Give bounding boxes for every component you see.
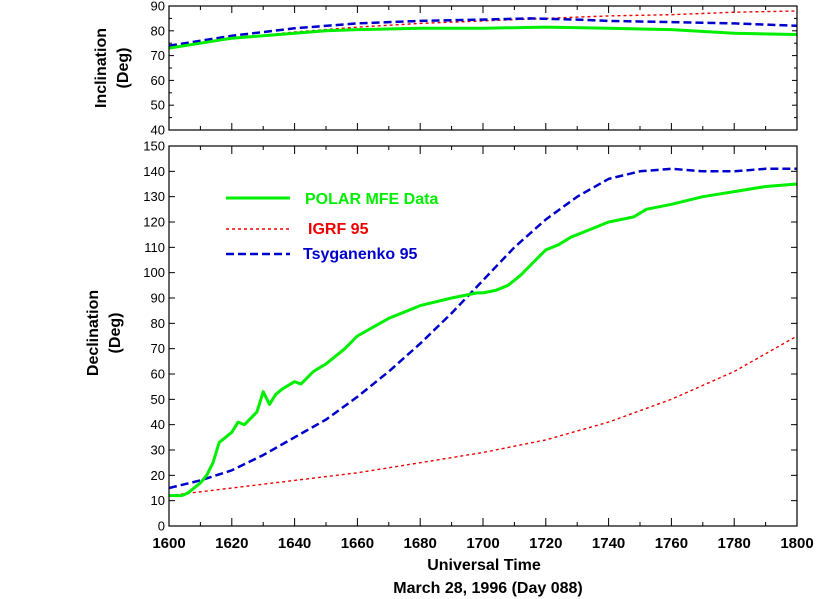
x-tick-label: 1700: [466, 535, 499, 552]
inclination-series-polar: [169, 25, 797, 50]
inclination-ylabel-line2: (Deg): [115, 48, 132, 89]
declination-ytick-label: 10: [151, 493, 165, 508]
declination-series-group: [169, 167, 797, 498]
legend: POLAR MFE Data IGRF 95 Tsyganenko 95: [226, 191, 438, 263]
declination-series-igrf: [169, 335, 797, 497]
declination-ytick-label: 80: [151, 316, 165, 331]
declination-ytick-label: 120: [143, 215, 165, 230]
declination-ytick-label: 40: [151, 417, 165, 432]
inclination-series-group: [169, 10, 797, 50]
date-label: March 28, 1996 (Day 088): [393, 580, 582, 597]
legend-label-tsyganenko: Tsyganenko 95: [303, 246, 418, 263]
declination-ylabel-line1: Declination: [85, 290, 102, 376]
declination-ytick-label: 130: [143, 189, 165, 204]
x-axis-label: Universal Time: [427, 557, 541, 574]
declination-ytick-label: 100: [143, 265, 165, 280]
declination-panel: 0 10 20 30 40 50 60 70 80 90 100 110 120 130 140 150 160…: [143, 139, 813, 553]
x-tick-label: 1680: [404, 535, 437, 552]
inclination-series-igrf: [169, 10, 797, 49]
declination-series-tsyg: [169, 167, 797, 490]
inclination-panel: 40 50 60 70 80 90: [151, 0, 798, 138]
inclination-plot-frame: [168, 5, 798, 131]
declination-ytick-label: 90: [151, 291, 165, 306]
inclination-ytick-label: 60: [151, 73, 165, 88]
inclination-ytick-label: 50: [151, 98, 165, 113]
inclination-series-tsyg: [169, 17, 797, 47]
declination-ytick-label: 30: [151, 443, 165, 458]
declination-ytick-label: 20: [151, 468, 165, 483]
x-tick-label: 1780: [718, 535, 751, 552]
x-tick-label: 1760: [655, 535, 688, 552]
legend-label-polar: POLAR MFE Data: [305, 191, 438, 208]
legend-label-igrf: IGRF 95: [308, 221, 369, 238]
x-tick-label: 1620: [215, 535, 248, 552]
inclination-ytick-label: 40: [151, 123, 165, 138]
x-tick-label: 1800: [780, 535, 813, 552]
declination-ytick-label: 50: [151, 392, 165, 407]
x-tick-label: 1640: [278, 535, 311, 552]
declination-plot-frame: [168, 145, 798, 527]
x-tick-label: 1660: [341, 535, 374, 552]
declination-series-polar: [169, 182, 797, 498]
x-tick-label: 1720: [529, 535, 562, 552]
declination-ytick-label: 60: [151, 367, 165, 382]
inclination-ylabel-line1: Inclination: [93, 28, 110, 108]
declination-ytick-label: 70: [151, 341, 165, 356]
inclination-ytick-label: 80: [151, 23, 165, 38]
x-tick-label: 1740: [592, 535, 625, 552]
x-tick-label: 1600: [152, 535, 185, 552]
declination-ytick-label: 150: [143, 139, 165, 154]
declination-ytick-label: 110: [144, 240, 165, 255]
declination-ytick-label: 140: [143, 164, 165, 179]
declination-ytick-label: 0: [158, 519, 165, 534]
inclination-ytick-label: 70: [151, 48, 165, 63]
declination-ylabel-line2: (Deg): [107, 313, 124, 354]
inclination-ytick-label: 90: [151, 0, 165, 14]
